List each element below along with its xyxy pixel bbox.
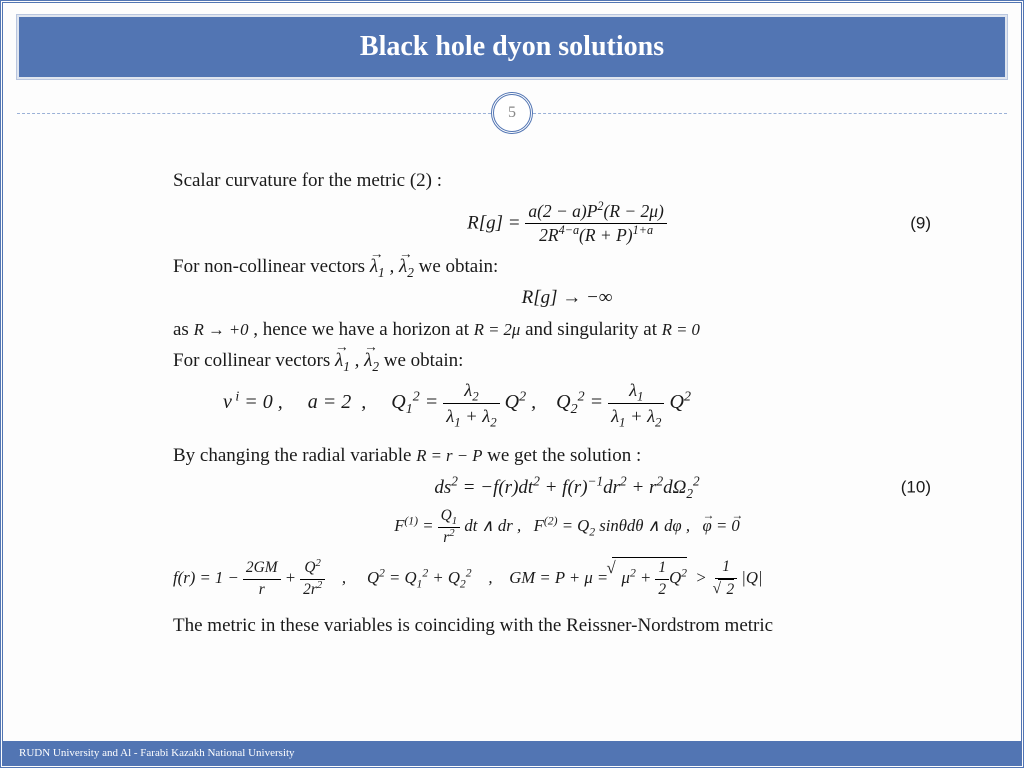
footer-text: RUDN University and Al - Farabi Kazakh N… <box>19 747 295 759</box>
equation-F: F(1) = Q1r2 dt ∧ dr , F(2) = Q2 sinθdθ ∧… <box>173 506 961 549</box>
text: we get the solution : <box>487 445 641 466</box>
text-line-6: The metric in these variables is coincid… <box>173 613 961 639</box>
slide-content: Scalar curvature for the metric (2) : R[… <box>173 163 961 644</box>
text-line-1: Scalar curvature for the metric (2) : <box>173 168 961 194</box>
equation-collinear: ν i = 0 , a = 2 , Q12 = λ2λ1 + λ2 Q2 , Q… <box>173 378 961 429</box>
page-number-badge: 5 <box>491 92 533 134</box>
equation-limit: R[g] → −∞ <box>173 285 961 311</box>
text-line-2: For non-collinear vectors λ1 , λ2 we obt… <box>173 254 961 280</box>
text-line-3: as R → +0 , hence we have a horizon at R… <box>173 317 961 343</box>
text-line-4: For collinear vectors λ1 , λ2 we obtain: <box>173 348 961 374</box>
text: and singularity at <box>525 319 662 340</box>
slide-title: Black hole dyon solutions <box>19 31 1005 63</box>
page-number: 5 <box>508 104 516 122</box>
equation-f: f(r) = 1 − 2GMr + Q22r2 , Q2 = Q12 + Q22… <box>173 557 961 601</box>
eq-label-9: (9) <box>910 212 931 235</box>
text: we obtain: <box>384 350 464 371</box>
equation-10: ds2 = −f(r)dt2 + f(r)−1dr2 + r2dΩ22 (10) <box>173 475 961 501</box>
text: as <box>173 319 194 340</box>
footer-bar: RUDN University and Al - Farabi Kazakh N… <box>3 741 1021 765</box>
text: we obtain: <box>419 256 499 277</box>
eq-label-10: (10) <box>901 476 931 499</box>
equation-9: R[g] = a(2 − a)P2(R − 2μ) 2R4−a(R + P)1+… <box>173 200 961 248</box>
text-line-5: By changing the radial variable R = r − … <box>173 443 961 469</box>
text: By changing the radial variable <box>173 445 416 466</box>
text: For non-collinear vectors <box>173 256 370 277</box>
text: , hence we have a horizon at <box>253 319 474 340</box>
text: For collinear vectors <box>173 350 335 371</box>
title-bar: Black hole dyon solutions <box>17 15 1007 79</box>
